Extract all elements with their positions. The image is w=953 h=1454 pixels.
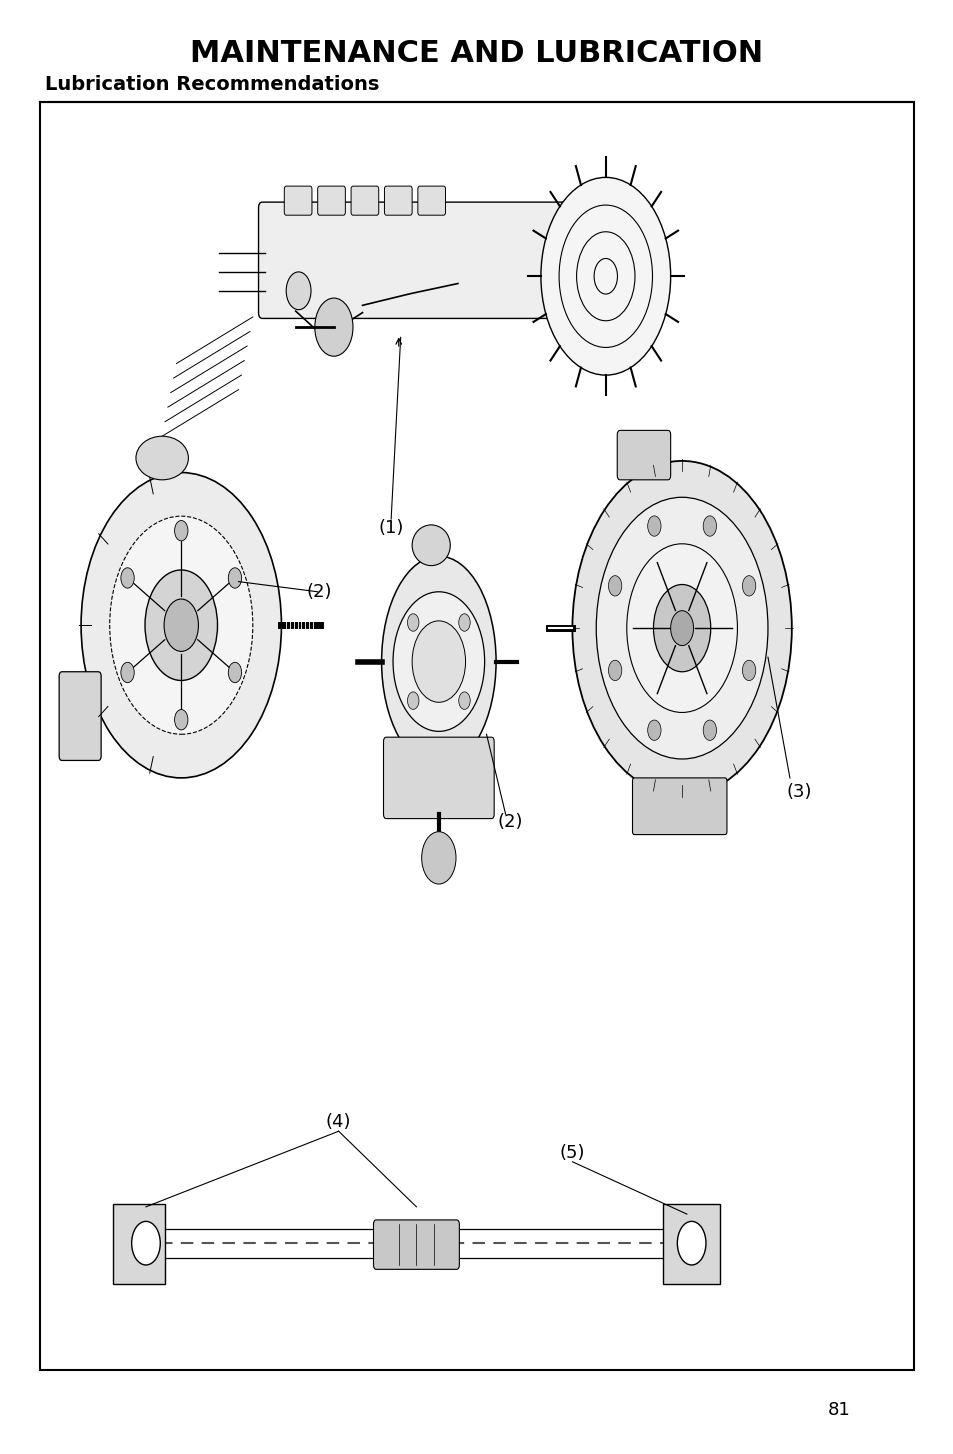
FancyBboxPatch shape bbox=[417, 186, 445, 215]
Circle shape bbox=[741, 660, 755, 680]
Circle shape bbox=[132, 1221, 160, 1265]
Circle shape bbox=[677, 1221, 705, 1265]
Circle shape bbox=[174, 521, 188, 541]
Text: MAINTENANCE AND LUBRICATION: MAINTENANCE AND LUBRICATION bbox=[191, 39, 762, 68]
Circle shape bbox=[145, 570, 217, 680]
Circle shape bbox=[653, 585, 710, 672]
Circle shape bbox=[228, 663, 241, 683]
Ellipse shape bbox=[381, 555, 496, 766]
Circle shape bbox=[393, 592, 484, 731]
Circle shape bbox=[626, 544, 737, 712]
Circle shape bbox=[670, 611, 693, 646]
Bar bbox=[112, 1204, 165, 1284]
Circle shape bbox=[608, 660, 621, 680]
FancyBboxPatch shape bbox=[632, 778, 726, 835]
Bar bbox=[662, 1204, 720, 1284]
Circle shape bbox=[314, 298, 353, 356]
Circle shape bbox=[407, 614, 418, 631]
FancyBboxPatch shape bbox=[317, 186, 345, 215]
Circle shape bbox=[286, 272, 311, 310]
Text: (3): (3) bbox=[786, 784, 811, 801]
Circle shape bbox=[540, 177, 670, 375]
Circle shape bbox=[572, 461, 791, 795]
Text: (2): (2) bbox=[307, 583, 332, 601]
Circle shape bbox=[702, 720, 716, 740]
Circle shape bbox=[596, 497, 767, 759]
Text: (1): (1) bbox=[378, 519, 403, 537]
Circle shape bbox=[174, 710, 188, 730]
Circle shape bbox=[741, 576, 755, 596]
Circle shape bbox=[647, 516, 660, 537]
Ellipse shape bbox=[412, 525, 450, 566]
Circle shape bbox=[458, 614, 470, 631]
FancyBboxPatch shape bbox=[59, 672, 101, 760]
Circle shape bbox=[458, 692, 470, 710]
FancyBboxPatch shape bbox=[258, 202, 571, 318]
Circle shape bbox=[121, 663, 134, 683]
Circle shape bbox=[412, 621, 465, 702]
Circle shape bbox=[81, 473, 281, 778]
FancyBboxPatch shape bbox=[383, 737, 494, 819]
Text: Lubrication Recommendations: Lubrication Recommendations bbox=[45, 74, 378, 95]
FancyBboxPatch shape bbox=[374, 1220, 459, 1269]
Circle shape bbox=[647, 720, 660, 740]
FancyBboxPatch shape bbox=[384, 186, 412, 215]
Circle shape bbox=[407, 692, 418, 710]
Circle shape bbox=[164, 599, 198, 651]
FancyBboxPatch shape bbox=[617, 430, 670, 480]
Circle shape bbox=[228, 569, 241, 589]
FancyBboxPatch shape bbox=[351, 186, 378, 215]
Circle shape bbox=[110, 516, 253, 734]
Circle shape bbox=[702, 516, 716, 537]
Text: (5): (5) bbox=[559, 1144, 584, 1162]
Bar bbox=[40, 102, 913, 1370]
Text: (2): (2) bbox=[497, 813, 522, 830]
Text: 81: 81 bbox=[827, 1402, 850, 1419]
Ellipse shape bbox=[135, 436, 188, 480]
Circle shape bbox=[608, 576, 621, 596]
Circle shape bbox=[121, 569, 134, 589]
Circle shape bbox=[421, 832, 456, 884]
Text: (4): (4) bbox=[326, 1114, 351, 1131]
FancyBboxPatch shape bbox=[284, 186, 312, 215]
